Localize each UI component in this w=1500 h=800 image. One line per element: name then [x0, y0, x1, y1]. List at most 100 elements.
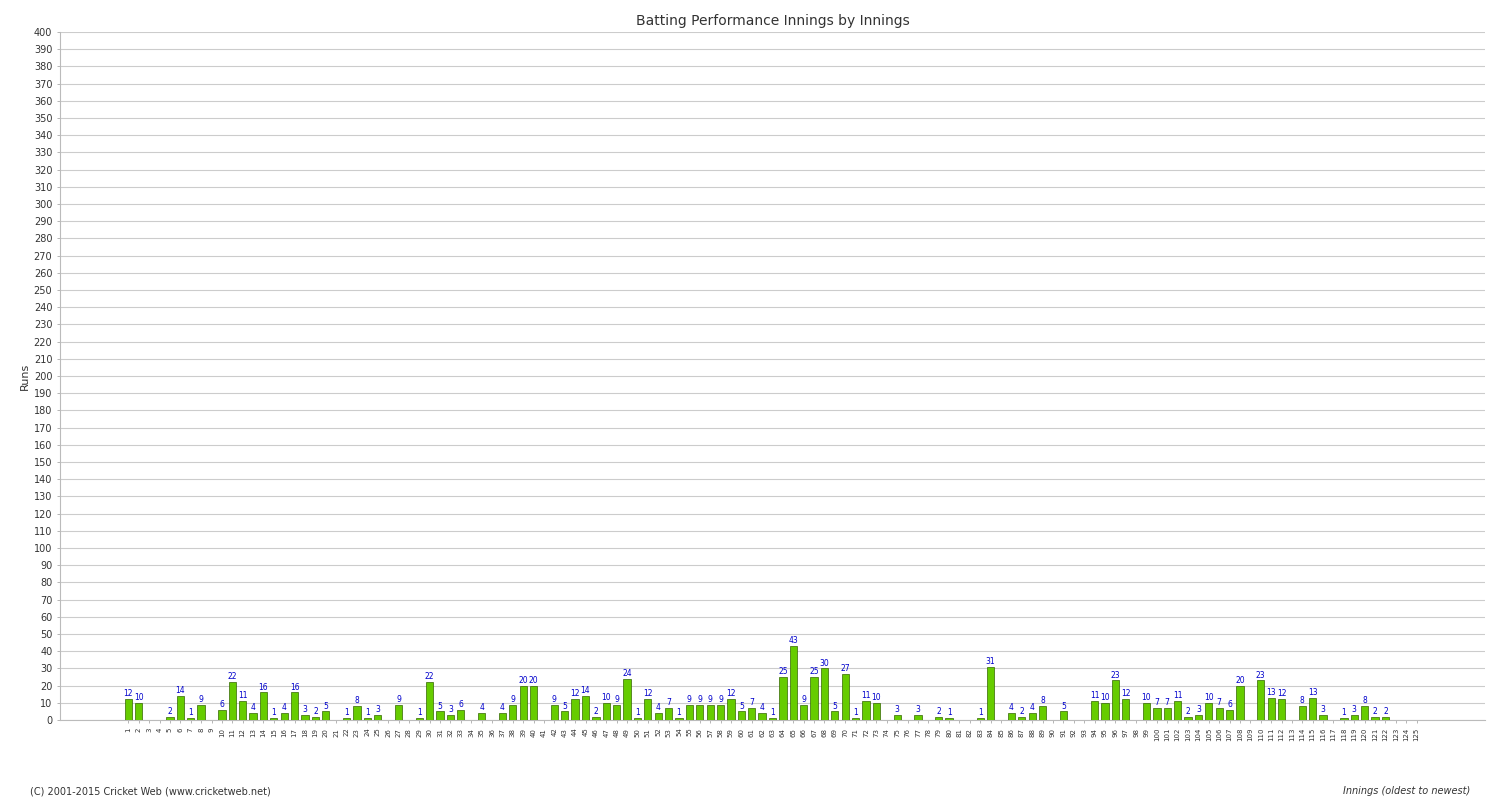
- Bar: [1268, 698, 1275, 720]
- Bar: [1360, 706, 1368, 720]
- Bar: [238, 701, 246, 720]
- Bar: [249, 713, 256, 720]
- Text: 1: 1: [417, 709, 422, 718]
- Text: 1: 1: [770, 709, 776, 718]
- Bar: [1185, 717, 1191, 720]
- Text: 10: 10: [1100, 693, 1110, 702]
- Text: 8: 8: [354, 696, 360, 706]
- Text: 10: 10: [134, 693, 144, 702]
- Bar: [644, 699, 651, 720]
- Bar: [582, 696, 590, 720]
- Text: 2: 2: [594, 706, 598, 716]
- Text: 1: 1: [853, 709, 858, 718]
- Text: 23: 23: [1110, 670, 1120, 679]
- Text: 1: 1: [676, 709, 681, 718]
- Bar: [728, 699, 735, 720]
- Bar: [447, 715, 454, 720]
- Bar: [1350, 715, 1358, 720]
- Text: 9: 9: [552, 694, 556, 704]
- Bar: [1164, 708, 1172, 720]
- Text: (C) 2001-2015 Cricket Web (www.cricketweb.net): (C) 2001-2015 Cricket Web (www.cricketwe…: [30, 786, 270, 796]
- Bar: [1090, 701, 1098, 720]
- Text: 43: 43: [789, 636, 798, 645]
- Bar: [696, 705, 703, 720]
- Bar: [1059, 711, 1066, 720]
- Bar: [188, 718, 195, 720]
- Text: 20: 20: [530, 676, 538, 685]
- Text: 11: 11: [861, 691, 870, 700]
- Text: 1: 1: [1341, 709, 1346, 718]
- Text: 12: 12: [570, 690, 580, 698]
- Bar: [1019, 717, 1026, 720]
- Text: 8: 8: [1040, 696, 1046, 706]
- Bar: [394, 705, 402, 720]
- Bar: [976, 718, 984, 720]
- Text: 5: 5: [740, 702, 744, 710]
- Bar: [1310, 698, 1317, 720]
- Text: 20: 20: [1234, 676, 1245, 685]
- Text: 5: 5: [1060, 702, 1066, 710]
- Bar: [436, 711, 444, 720]
- Bar: [717, 705, 724, 720]
- Y-axis label: Runs: Runs: [20, 362, 30, 390]
- Text: 1: 1: [978, 709, 982, 718]
- Text: 9: 9: [687, 694, 692, 704]
- Text: 1: 1: [189, 709, 194, 718]
- Bar: [852, 718, 859, 720]
- Text: 8: 8: [1300, 696, 1305, 706]
- Bar: [780, 677, 786, 720]
- Text: 3: 3: [1196, 705, 1202, 714]
- Text: 12: 12: [123, 690, 134, 698]
- Bar: [1215, 708, 1222, 720]
- Text: 23: 23: [1256, 670, 1266, 679]
- Text: 30: 30: [819, 658, 830, 667]
- Text: Innings (oldest to newest): Innings (oldest to newest): [1342, 786, 1470, 796]
- Bar: [800, 705, 807, 720]
- Bar: [634, 718, 640, 720]
- Text: 2: 2: [168, 706, 172, 716]
- Bar: [509, 705, 516, 720]
- Bar: [1320, 715, 1326, 720]
- Bar: [1112, 681, 1119, 720]
- Bar: [478, 713, 486, 720]
- Bar: [198, 705, 206, 720]
- Text: 2: 2: [1020, 706, 1025, 716]
- Bar: [1299, 706, 1306, 720]
- Bar: [1257, 681, 1264, 720]
- Bar: [426, 682, 433, 720]
- Text: 4: 4: [282, 703, 286, 712]
- Text: 3: 3: [1352, 705, 1356, 714]
- Bar: [915, 715, 921, 720]
- Text: 11: 11: [1173, 691, 1182, 700]
- Text: 9: 9: [614, 694, 620, 704]
- Text: 10: 10: [602, 693, 610, 702]
- Bar: [374, 715, 381, 720]
- Text: 1: 1: [946, 709, 951, 718]
- Bar: [831, 711, 839, 720]
- Text: 6: 6: [219, 700, 225, 709]
- Bar: [1226, 710, 1233, 720]
- Text: 4: 4: [1010, 703, 1014, 712]
- Text: 4: 4: [478, 703, 484, 712]
- Text: 7: 7: [1216, 698, 1221, 707]
- Bar: [592, 717, 600, 720]
- Bar: [219, 710, 225, 720]
- Bar: [738, 711, 746, 720]
- Text: 5: 5: [562, 702, 567, 710]
- Bar: [842, 674, 849, 720]
- Text: 14: 14: [176, 686, 184, 695]
- Text: 5: 5: [438, 702, 442, 710]
- Text: 22: 22: [228, 672, 237, 682]
- Bar: [624, 678, 630, 720]
- Bar: [894, 715, 902, 720]
- Bar: [664, 708, 672, 720]
- Bar: [1143, 703, 1150, 720]
- Bar: [344, 718, 350, 720]
- Bar: [770, 718, 776, 720]
- Text: 1: 1: [344, 709, 350, 718]
- Text: 2: 2: [1383, 706, 1388, 716]
- Bar: [1196, 715, 1202, 720]
- Text: 14: 14: [580, 686, 591, 695]
- Bar: [987, 666, 994, 720]
- Bar: [614, 705, 621, 720]
